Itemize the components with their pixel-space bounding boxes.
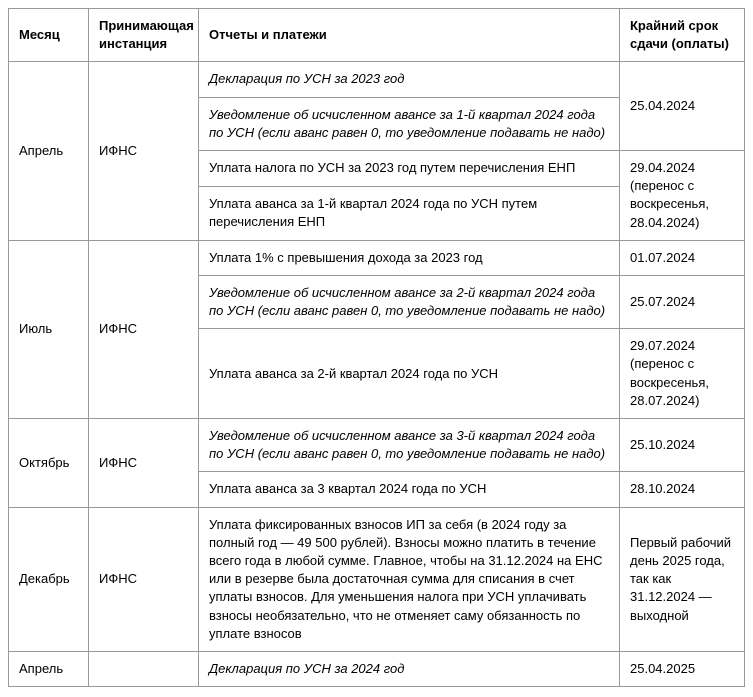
cell-authority: [89, 651, 199, 686]
cell-report: Декларация по УСН за 2024 год: [199, 651, 620, 686]
table-row: АпрельИФНСДекларация по УСН за 2023 год2…: [9, 62, 745, 97]
cell-report: Уплата 1% с превышения дохода за 2023 го…: [199, 240, 620, 275]
cell-month: Июль: [9, 240, 89, 418]
cell-month: Октябрь: [9, 419, 89, 508]
cell-report: Уплата аванса за 1-й квартал 2024 года п…: [199, 186, 620, 240]
cell-month: Апрель: [9, 651, 89, 686]
cell-authority: ИФНС: [89, 507, 199, 651]
cell-deadline: 25.04.2025: [620, 651, 745, 686]
header-authority: Принимающая инстанция: [89, 9, 199, 62]
cell-authority: ИФНС: [89, 62, 199, 240]
cell-month: Апрель: [9, 62, 89, 240]
cell-report: Уведомление об исчисленном авансе за 1-й…: [199, 97, 620, 150]
tax-schedule-table: Месяц Принимающая инстанция Отчеты и пла…: [8, 8, 745, 687]
cell-authority: ИФНС: [89, 240, 199, 418]
header-month: Месяц: [9, 9, 89, 62]
cell-deadline: Первый рабочий день 2025 года, так как 3…: [620, 507, 745, 651]
table-header-row: Месяц Принимающая инстанция Отчеты и пла…: [9, 9, 745, 62]
cell-deadline: 25.10.2024: [620, 419, 745, 472]
table-row: ИюльИФНСУплата 1% с превышения дохода за…: [9, 240, 745, 275]
table-row: Апрель Декларация по УСН за 2024 год25.04…: [9, 651, 745, 686]
cell-deadline: 25.04.2024: [620, 62, 745, 151]
cell-deadline: 29.07.2024 (перенос с воскресенья, 28.07…: [620, 329, 745, 419]
cell-report: Уплата аванса за 2-й квартал 2024 года п…: [199, 329, 620, 419]
cell-report: Уплата налога по УСН за 2023 год путем п…: [199, 150, 620, 186]
table-row: ДекабрьИФНСУплата фиксированных взносов …: [9, 507, 745, 651]
cell-deadline: 29.04.2024 (перенос с воскресенья, 28.04…: [620, 150, 745, 240]
table-row: ОктябрьИФНСУведомление об исчисленном ав…: [9, 419, 745, 472]
cell-authority: ИФНС: [89, 419, 199, 508]
header-report: Отчеты и платежи: [199, 9, 620, 62]
cell-month: Декабрь: [9, 507, 89, 651]
cell-report: Уведомление об исчисленном авансе за 2-й…: [199, 275, 620, 328]
cell-deadline: 25.07.2024: [620, 275, 745, 328]
cell-report: Декларация по УСН за 2023 год: [199, 62, 620, 97]
cell-report: Уплата фиксированных взносов ИП за себя …: [199, 507, 620, 651]
cell-deadline: 01.07.2024: [620, 240, 745, 275]
cell-report: Уплата аванса за 3 квартал 2024 года по …: [199, 472, 620, 507]
header-deadline: Крайний срок сдачи (оплаты): [620, 9, 745, 62]
cell-report: Уведомление об исчисленном авансе за 3-й…: [199, 419, 620, 472]
cell-deadline: 28.10.2024: [620, 472, 745, 507]
